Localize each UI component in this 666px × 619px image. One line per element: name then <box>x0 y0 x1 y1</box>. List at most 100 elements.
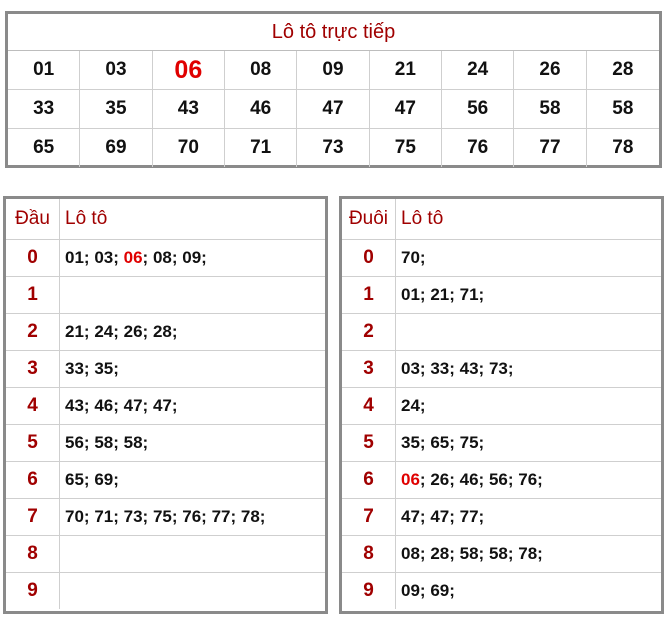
duoi-header-row: Đuôi Lô tô <box>342 199 661 240</box>
dau-key: 7 <box>6 499 60 535</box>
dau-number: 33 <box>65 359 84 378</box>
duoi-values: 06; 26; 46; 56; 76; <box>401 470 543 489</box>
duoi-number: 35 <box>401 433 420 452</box>
duoi-key: 4 <box>342 388 396 424</box>
dau-number: 43 <box>65 396 84 415</box>
dau-number: 58 <box>123 433 143 452</box>
dau-number: 56 <box>65 433 84 452</box>
duoi-row: 2 <box>342 314 661 351</box>
dau-row: 2 21; 24; 26; 28; <box>6 314 325 351</box>
live-results-box: Lô tô trực tiếp 01 03 06 08 09 21 24 26 28 33 35 43… <box>5 11 662 168</box>
dau-values <box>60 536 325 572</box>
duoi-number: 71 <box>459 285 479 304</box>
dau-row: 0 01; 03; 06; 08; 09; <box>6 240 325 277</box>
dau-values: 65; 69; <box>65 470 119 489</box>
live-number-cell: 21 <box>369 51 442 90</box>
dau-key: 4 <box>6 388 60 424</box>
dau-number: 47 <box>152 396 172 415</box>
dau-values: 01; 03; 06; 08; 09; <box>65 248 207 267</box>
duoi-number: 58 <box>459 544 479 563</box>
duoi-number: 26 <box>430 470 450 489</box>
dau-number: 01 <box>65 248 84 267</box>
dau-number: 03 <box>94 248 114 267</box>
live-number-cell: 24 <box>442 51 515 90</box>
duoi-number: 33 <box>430 359 450 378</box>
dau-row: 7 70; 71; 73; 75; 76; 77; 78; <box>6 499 325 536</box>
dau-number: 46 <box>94 396 114 415</box>
duoi-key: 5 <box>342 425 396 461</box>
live-number-cell: 75 <box>370 129 442 167</box>
duoi-row: 5 35; 65; 75; <box>342 425 661 462</box>
duoi-number: 69 <box>430 581 450 600</box>
duoi-key: 3 <box>342 351 396 387</box>
live-number-cell: 28 <box>586 51 659 90</box>
duoi-row: 7 47; 47; 77; <box>342 499 661 536</box>
duoi-number: 28 <box>430 544 450 563</box>
duoi-row: 6 06; 26; 46; 56; 76; <box>342 462 661 499</box>
duoi-values: 35; 65; 75; <box>401 433 485 452</box>
dau-key-header: Đầu <box>6 199 60 239</box>
live-number-cell: 46 <box>225 90 298 129</box>
duoi-key: 9 <box>342 573 396 609</box>
duoi-values: 09; 69; <box>401 581 455 600</box>
duoi-number: 46 <box>459 470 479 489</box>
duoi-number: 58 <box>488 544 508 563</box>
dau-values: 56; 58; 58; <box>65 433 149 452</box>
duoi-key: 1 <box>342 277 396 313</box>
duoi-number: 75 <box>459 433 479 452</box>
duoi-number: 01 <box>401 285 420 304</box>
live-number-cell: 47 <box>369 90 442 129</box>
duoi-values: 01; 21; 71; <box>401 285 485 304</box>
dau-row: 9 <box>6 573 325 609</box>
duoi-values: 70; <box>401 248 426 267</box>
dau-row: 5 56; 58; 58; <box>6 425 325 462</box>
live-number-cell: 33 <box>8 90 81 129</box>
dau-key: 8 <box>6 536 60 572</box>
duoi-values: 24; <box>401 396 426 415</box>
live-number-cell: 26 <box>514 51 587 90</box>
dau-body: 0 01; 03; 06; 08; 09; 1 2 21; 24; 26; 28; 3 33… <box>6 240 325 609</box>
dau-number: 08 <box>152 248 172 267</box>
dau-value-header: Lô tô <box>65 208 108 229</box>
duoi-key: 8 <box>342 536 396 572</box>
dau-row: 3 33; 35; <box>6 351 325 388</box>
duoi-row: 3 03; 33; 43; 73; <box>342 351 661 388</box>
duoi-number: 76 <box>518 470 538 489</box>
duoi-values: 47; 47; 77; <box>401 507 485 526</box>
duoi-number: 03 <box>401 359 420 378</box>
dau-table: Đầu Lô tô 0 01; 03; 06; 08; 09; 1 2 21; 24; … <box>3 196 328 614</box>
live-number-cell: 58 <box>586 90 659 129</box>
live-number-cell: 03 <box>80 51 153 90</box>
dau-number: 70 <box>65 507 84 526</box>
dau-number: 75 <box>152 507 172 526</box>
live-results-grid: 01 03 06 08 09 21 24 26 28 33 35 43 46 47 47 56 58 58 65 69… <box>8 51 659 167</box>
live-results-title: Lô tô trực tiếp <box>8 14 659 51</box>
dau-number: 77 <box>211 507 231 526</box>
duoi-row: 0 70; <box>342 240 661 277</box>
duoi-number: 77 <box>459 507 479 526</box>
dau-values <box>60 277 325 313</box>
duoi-number: 47 <box>430 507 450 526</box>
dau-key: 2 <box>6 314 60 350</box>
dau-row: 1 <box>6 277 325 314</box>
dau-number: 06 <box>123 248 143 267</box>
dau-key: 1 <box>6 277 60 313</box>
dau-number: 28 <box>152 322 172 341</box>
dau-key: 3 <box>6 351 60 387</box>
duoi-number: 08 <box>401 544 420 563</box>
duoi-number: 47 <box>401 507 420 526</box>
dau-number: 35 <box>94 359 114 378</box>
duoi-number: 24 <box>401 396 420 415</box>
duoi-key: 6 <box>342 462 396 498</box>
duoi-key-header: Đuôi <box>342 199 396 239</box>
duoi-key: 2 <box>342 314 396 350</box>
live-number-cell: 08 <box>225 51 298 90</box>
duoi-number: 21 <box>430 285 450 304</box>
dau-values <box>60 573 325 609</box>
live-number-cell: 73 <box>297 129 370 167</box>
duoi-key: 0 <box>342 240 396 276</box>
dau-number: 73 <box>123 507 143 526</box>
duoi-number: 78 <box>518 544 538 563</box>
live-number-cell: 70 <box>153 129 225 167</box>
live-number-cell: 43 <box>152 90 225 129</box>
